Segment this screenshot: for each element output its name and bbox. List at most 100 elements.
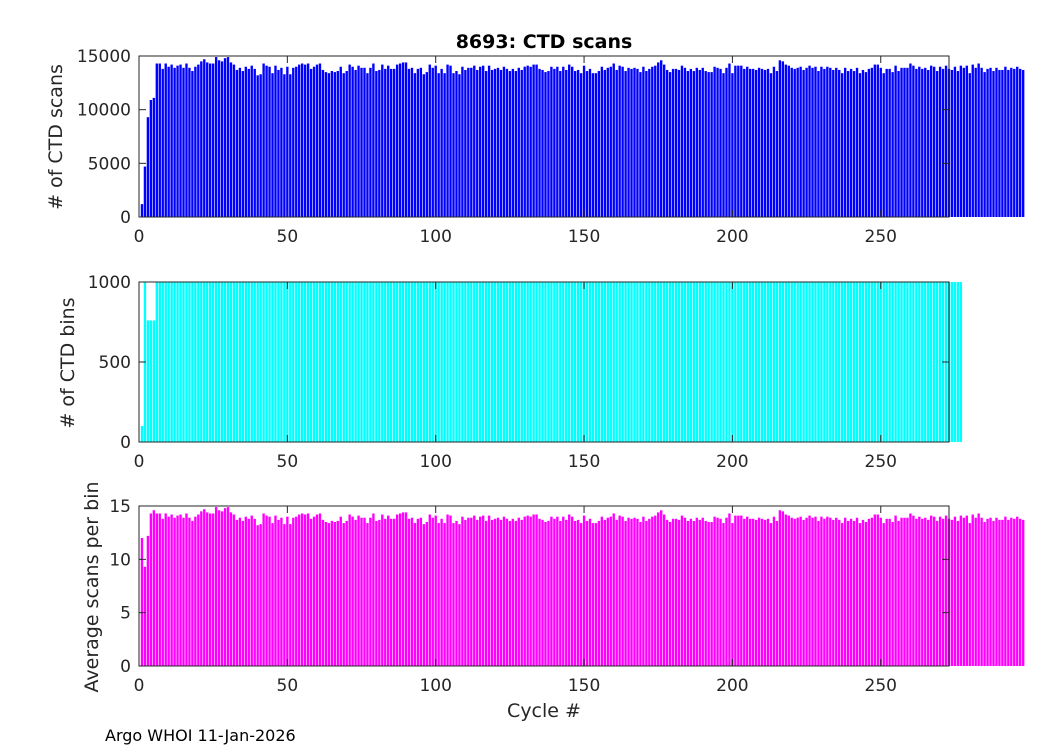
bar <box>496 282 500 442</box>
bar <box>517 517 520 666</box>
bar <box>550 516 553 666</box>
bar <box>203 59 206 217</box>
bar <box>404 512 408 666</box>
bar <box>226 57 230 217</box>
bar <box>660 282 663 442</box>
bar <box>713 516 716 666</box>
bar <box>600 516 604 666</box>
bar <box>879 67 882 217</box>
bar <box>760 518 764 666</box>
bar <box>206 512 209 666</box>
bar <box>799 66 802 217</box>
bar <box>793 518 796 666</box>
bar <box>274 515 277 666</box>
bar <box>357 282 360 442</box>
bar <box>235 519 239 666</box>
bar <box>369 517 372 666</box>
bar <box>422 524 426 666</box>
bar <box>559 71 562 217</box>
bar <box>674 518 678 666</box>
bar <box>351 516 354 666</box>
bar <box>318 513 322 666</box>
bar <box>211 282 215 442</box>
bar <box>565 519 568 666</box>
bar <box>526 65 529 217</box>
bar <box>695 517 698 666</box>
bar <box>152 320 156 442</box>
bar <box>407 518 411 666</box>
bar <box>571 66 574 217</box>
bar <box>238 517 242 666</box>
bar <box>262 63 265 218</box>
bar <box>594 73 598 217</box>
bar <box>366 523 369 666</box>
bar <box>508 282 512 442</box>
bar <box>912 65 915 217</box>
bar <box>606 282 609 442</box>
bar <box>808 515 811 666</box>
bar <box>179 282 182 442</box>
bar <box>912 282 915 442</box>
bar <box>594 523 598 666</box>
bar <box>571 516 574 666</box>
bar <box>648 518 651 666</box>
bar <box>562 282 565 442</box>
bar <box>289 282 292 442</box>
bar <box>241 71 245 217</box>
bar <box>817 282 820 442</box>
bar <box>330 520 334 666</box>
bar <box>375 71 378 217</box>
bar <box>256 525 259 666</box>
bar <box>986 68 989 217</box>
bar <box>425 522 428 666</box>
bar <box>668 522 672 666</box>
bar <box>894 282 897 442</box>
bar <box>576 519 580 666</box>
bar <box>790 282 793 442</box>
bar <box>155 63 158 218</box>
bar <box>303 64 307 217</box>
bar <box>909 282 912 442</box>
bar <box>876 64 879 217</box>
bar <box>277 282 280 442</box>
bar <box>642 516 645 666</box>
bars-ctd-scans <box>140 57 1025 218</box>
bar <box>995 517 998 666</box>
bar <box>318 63 322 218</box>
bar <box>535 282 538 442</box>
bar <box>722 282 725 442</box>
bar <box>490 519 494 666</box>
bar <box>832 69 835 217</box>
bar <box>407 282 411 442</box>
bar <box>829 282 832 442</box>
bar <box>867 282 871 442</box>
bar <box>668 72 672 217</box>
bar <box>229 282 233 442</box>
bar <box>173 282 176 442</box>
bar <box>378 519 381 666</box>
bar <box>906 67 909 217</box>
bar <box>354 69 357 217</box>
bar <box>775 71 779 217</box>
bar <box>903 517 906 666</box>
bar <box>855 67 859 217</box>
bar <box>725 282 728 442</box>
bar <box>339 66 342 217</box>
bar <box>731 282 734 442</box>
bar <box>849 282 853 442</box>
bar <box>900 517 903 666</box>
x-tick-label: 0 <box>134 227 145 247</box>
y-tick-label: 5000 <box>88 154 131 174</box>
bar <box>716 517 719 666</box>
bar <box>170 64 173 217</box>
bar <box>295 282 298 442</box>
bar <box>188 67 191 217</box>
bar <box>321 69 325 217</box>
bar <box>858 73 862 217</box>
panel-ctd-bins: # of CTD bins 0 50 100 150 200 250 0 500 1000 <box>57 273 963 472</box>
bar <box>214 507 218 666</box>
bar <box>802 282 805 442</box>
bar <box>897 71 900 217</box>
x-tick-label: 100 <box>419 452 451 472</box>
bar <box>609 516 612 666</box>
